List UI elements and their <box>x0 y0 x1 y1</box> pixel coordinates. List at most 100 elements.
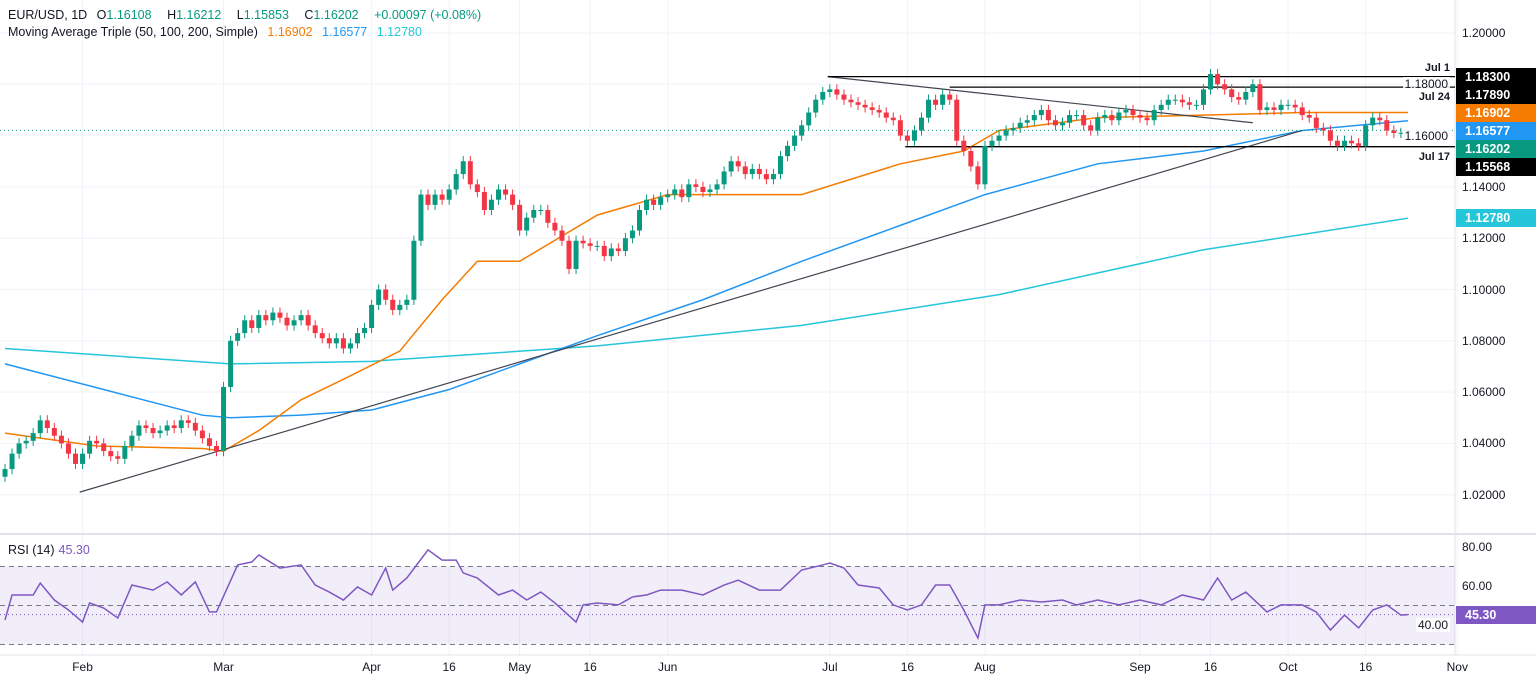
change-value: +0.00097 (+0.08%) <box>374 8 482 22</box>
candle-down <box>143 425 149 429</box>
candle-down <box>651 199 657 205</box>
candle-up <box>1151 109 1157 121</box>
candle-up <box>80 453 86 464</box>
high-label: H <box>167 8 177 22</box>
candle-down <box>108 451 114 457</box>
candle-down <box>1081 115 1087 126</box>
candle-up <box>919 117 924 131</box>
candle-down <box>58 435 64 444</box>
candle-up <box>1003 130 1009 136</box>
candle-up <box>911 130 917 141</box>
candle-down <box>1257 84 1263 110</box>
candle-up <box>672 189 678 195</box>
candle-up <box>397 304 403 311</box>
price-tag: 1.15568 <box>1456 157 1536 176</box>
candle-down <box>883 112 889 118</box>
low-value: 1.15853 <box>243 8 289 22</box>
y-tick-label: 1.16000 <box>1402 128 1450 143</box>
candle-up <box>1201 89 1206 105</box>
candle-down <box>326 338 332 344</box>
candle-down <box>834 89 840 95</box>
candle-down <box>1313 117 1319 128</box>
level-label: Jul 24 <box>1418 91 1450 104</box>
candle-down <box>1137 115 1143 118</box>
candle-down <box>171 425 177 429</box>
candle-up <box>658 197 664 205</box>
candle-down <box>319 333 325 339</box>
candle-down <box>1377 117 1383 121</box>
candle-down <box>566 240 572 269</box>
candle-up <box>982 145 988 185</box>
candle-up <box>136 425 142 436</box>
candle-down <box>1109 115 1115 121</box>
candle-up <box>629 230 635 239</box>
ma100-value: 1.16577 <box>322 25 368 39</box>
candle-up <box>1250 84 1256 92</box>
rsi-value: 45.30 <box>58 543 90 557</box>
rsi-tick-label: 40.00 <box>1415 618 1450 632</box>
candle-up <box>1342 140 1347 146</box>
candle-up <box>728 161 734 172</box>
candle-up <box>291 320 297 326</box>
candle-down <box>474 184 480 193</box>
candle-down <box>735 161 741 167</box>
candle-up <box>333 338 339 344</box>
x-tick-label: Oct <box>1278 660 1298 674</box>
candle-up <box>686 184 692 198</box>
candle-down <box>559 230 565 241</box>
candle-up <box>1398 132 1404 134</box>
candle-up <box>1208 74 1214 90</box>
candle-down <box>503 189 509 195</box>
y-tick-label: 1.10000 <box>1462 282 1506 297</box>
candle-down <box>65 443 71 454</box>
candle-up <box>37 420 43 434</box>
x-tick-label: 16 <box>900 660 915 674</box>
candle-up <box>221 386 227 452</box>
candle-up <box>792 135 798 146</box>
high-value: 1.16212 <box>176 8 222 22</box>
candle-down <box>277 312 283 318</box>
candle-up <box>1074 115 1080 117</box>
candle-down <box>961 140 967 151</box>
candle-up <box>355 333 360 344</box>
x-tick-label: 16 <box>442 660 456 674</box>
candle-up <box>1116 112 1122 121</box>
rsi-value-tag: 45.30 <box>1456 605 1536 624</box>
candle-down <box>975 166 981 185</box>
candle-up <box>488 199 494 210</box>
candle-down <box>1229 89 1235 98</box>
close-label: C <box>304 8 314 22</box>
candle-up <box>1285 104 1291 106</box>
candle-up <box>799 125 805 136</box>
candle-up <box>23 440 29 444</box>
x-tick-label: Jul <box>822 660 838 674</box>
candle-up <box>1031 115 1037 121</box>
candle-down <box>1222 84 1228 90</box>
candle-down <box>115 456 121 459</box>
candle-down <box>73 453 78 464</box>
candle-up <box>453 174 459 190</box>
candle-down <box>954 99 960 141</box>
x-tick-label: 16 <box>1358 660 1373 674</box>
y-tick-label: 1.12000 <box>1462 231 1506 246</box>
candle-down <box>693 184 699 187</box>
x-tick-label: May <box>508 660 531 674</box>
candle-down <box>1334 140 1340 146</box>
x-tick-label: Nov <box>1446 660 1468 674</box>
candle-down <box>481 192 487 210</box>
candle-up <box>644 199 650 210</box>
candle-up <box>1172 99 1178 101</box>
candle-up <box>122 445 128 459</box>
candle-down <box>510 194 516 205</box>
candle-up <box>1363 125 1369 146</box>
trendline <box>827 76 1253 124</box>
candle-up <box>785 145 791 157</box>
candle-down <box>44 420 50 429</box>
candle-down <box>425 194 431 205</box>
candle-down <box>1391 130 1397 134</box>
candle-up <box>432 194 438 205</box>
candle-up <box>242 320 248 334</box>
candle-down <box>552 222 558 231</box>
price-tag: 1.16577 <box>1456 121 1536 140</box>
